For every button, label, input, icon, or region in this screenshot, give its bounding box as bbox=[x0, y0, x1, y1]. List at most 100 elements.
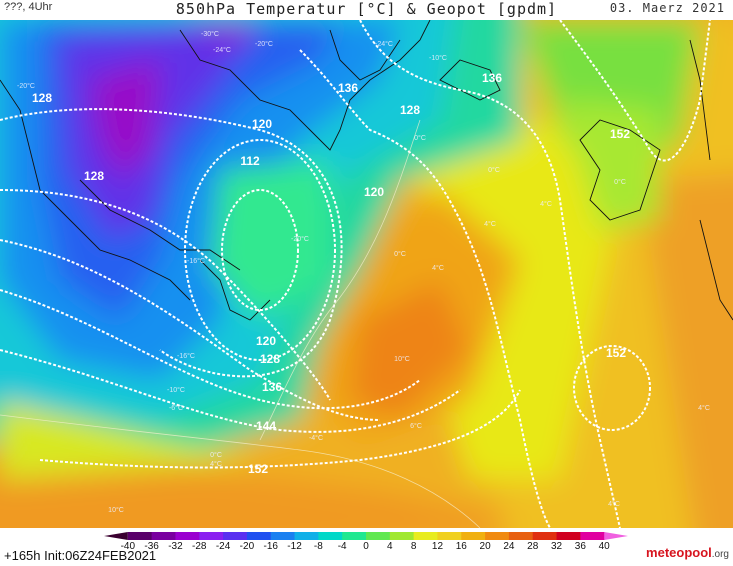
legend-tick: 24 bbox=[503, 541, 515, 552]
temperature-field bbox=[0, 20, 733, 528]
legend-tick: -12 bbox=[287, 541, 302, 552]
geopot-label: 144 bbox=[256, 419, 276, 433]
temp-label: 4°C bbox=[540, 200, 552, 208]
temp-label: 0°C bbox=[394, 250, 406, 258]
temp-label: 10°C bbox=[108, 506, 124, 514]
geopot-label: 120 bbox=[364, 185, 384, 199]
temp-label: 4°C bbox=[698, 404, 710, 412]
temp-label: 0°C bbox=[488, 166, 500, 174]
temp-label: -10°C bbox=[429, 54, 447, 62]
legend-tick: 4 bbox=[387, 541, 393, 552]
legend-tick: -24 bbox=[215, 541, 231, 552]
footer: -40 -36 -32 -28 -24 -20 -16 -12 -8 -4 0 4 8 12 16 20 24 2… bbox=[0, 528, 733, 566]
temp-label: 4°C bbox=[484, 220, 496, 228]
legend-tick: 40 bbox=[598, 541, 610, 552]
legend-swatch bbox=[104, 532, 128, 540]
temp-label: 4°C bbox=[608, 500, 620, 508]
weather-map: 128 128 136 136 128 120 112 120 120 128 … bbox=[0, 20, 733, 528]
geopot-label: 128 bbox=[32, 91, 52, 105]
temp-label: 6°C bbox=[410, 422, 422, 430]
geopot-label: 112 bbox=[240, 154, 260, 168]
legend-tick: -36 bbox=[144, 541, 159, 552]
legend-swatch bbox=[437, 532, 462, 540]
temp-label: -4°C bbox=[309, 434, 323, 442]
legend-tick: -32 bbox=[168, 541, 183, 552]
legend-tick: -20 bbox=[239, 541, 255, 552]
header: ???, 4Uhr 850hPa Temperatur [°C] & Geopo… bbox=[0, 0, 733, 20]
legend-tick: 28 bbox=[527, 541, 539, 552]
temp-label: 0°C bbox=[614, 178, 626, 186]
legend-swatch bbox=[604, 532, 628, 540]
geopot-labels: 128 128 136 136 128 120 112 120 120 128 … bbox=[32, 71, 630, 476]
legend-swatch bbox=[485, 532, 510, 540]
legend-swatch bbox=[151, 532, 176, 540]
legend-swatch bbox=[580, 532, 605, 540]
legend-tick: 20 bbox=[479, 541, 491, 552]
temp-label: -16°C bbox=[177, 352, 195, 360]
temp-label: 0°C bbox=[414, 134, 426, 142]
temp-label: 4°C bbox=[210, 460, 222, 468]
temp-label: -20°C bbox=[17, 82, 35, 90]
temp-label: 4°C bbox=[432, 264, 444, 272]
legend-tick: -40 bbox=[120, 541, 136, 552]
meteopool-logo[interactable]: meteopool.org bbox=[646, 545, 729, 560]
geopot-label: 120 bbox=[256, 334, 276, 348]
geopot-label: 152 bbox=[606, 346, 626, 360]
temp-label: -16°C bbox=[187, 257, 205, 265]
legend-swatch bbox=[294, 532, 319, 540]
legend-swatch bbox=[127, 532, 153, 540]
geopot-label: 120 bbox=[252, 117, 272, 131]
legend-swatch bbox=[413, 532, 438, 540]
legend-swatch bbox=[318, 532, 343, 540]
color-legend bbox=[104, 532, 628, 540]
legend-tick: 0 bbox=[363, 541, 369, 552]
legend-swatch bbox=[389, 532, 415, 540]
forecast-time: ???, 4Uhr bbox=[4, 1, 53, 13]
geopot-label: 136 bbox=[482, 71, 502, 85]
legend-swatch bbox=[461, 532, 486, 540]
geopot-label: 128 bbox=[84, 169, 104, 183]
geopot-label: 128 bbox=[260, 352, 280, 366]
temp-label: -30°C bbox=[201, 30, 219, 38]
coastlines bbox=[0, 20, 733, 321]
legend-tick: 32 bbox=[550, 541, 563, 552]
legend-tick: 16 bbox=[455, 541, 467, 552]
run-info: +165h Init:06Z24FEB2021 bbox=[4, 548, 157, 563]
legend-swatch bbox=[223, 532, 248, 540]
temp-label: -24°C bbox=[213, 46, 231, 54]
temp-label: -24°C bbox=[375, 40, 393, 48]
valid-date: 03. Maerz 2021 bbox=[609, 1, 725, 15]
temp-label: -20°C bbox=[255, 40, 273, 48]
geopotential-contours bbox=[0, 20, 711, 528]
legend-swatch bbox=[366, 532, 391, 540]
logo-tld: .org bbox=[711, 549, 729, 560]
legend-tick: -16 bbox=[263, 541, 278, 552]
geopot-label: 152 bbox=[610, 127, 630, 141]
legend-swatch bbox=[175, 532, 200, 540]
legend-tick: -28 bbox=[192, 541, 207, 552]
geopot-label: 136 bbox=[338, 81, 358, 95]
legend-swatch bbox=[199, 532, 224, 540]
legend-swatch bbox=[532, 532, 558, 540]
logo-main: meteopool bbox=[646, 545, 712, 560]
geopot-label: 152 bbox=[248, 462, 268, 476]
temp-label: -20°C bbox=[291, 235, 309, 243]
legend-tick: 8 bbox=[410, 541, 417, 552]
temperature-labels: -20°C -30°C -24°C -20°C -24°C -10°C 0°C … bbox=[17, 30, 710, 514]
legend-swatch bbox=[508, 532, 534, 540]
temp-label: -6°C bbox=[169, 404, 183, 412]
legend-tick: 36 bbox=[574, 541, 586, 552]
chart-title: 850hPa Temperatur [°C] & Geopot [gpdm] bbox=[175, 0, 558, 18]
geopot-label: 136 bbox=[262, 380, 282, 394]
legend-swatch bbox=[556, 532, 581, 540]
legend-swatch bbox=[246, 532, 272, 540]
isotherms bbox=[0, 119, 481, 528]
legend-swatch bbox=[270, 532, 296, 540]
legend-swatch bbox=[342, 532, 367, 540]
temp-label: 0°C bbox=[210, 451, 222, 459]
temp-label: -10°C bbox=[167, 386, 185, 394]
temp-label: 10°C bbox=[394, 355, 410, 363]
legend-tick: -8 bbox=[313, 541, 323, 552]
geopot-label: 128 bbox=[400, 103, 420, 117]
legend-tick: 12 bbox=[431, 541, 444, 552]
